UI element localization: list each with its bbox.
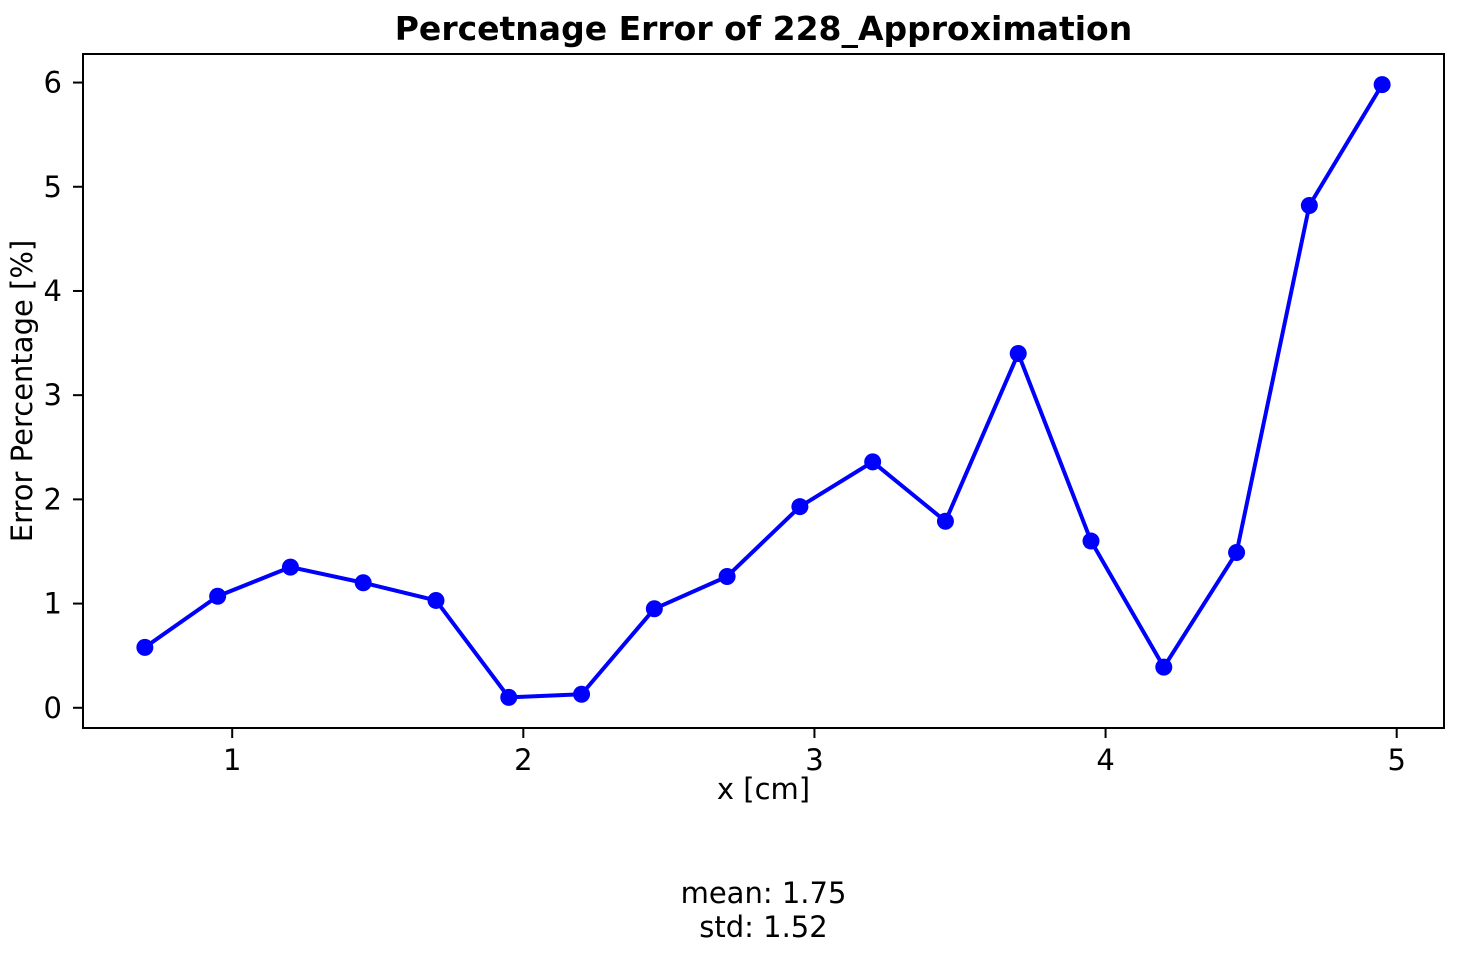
y-tick-label: 4: [44, 274, 62, 308]
data-point: [281, 558, 299, 576]
y-tick-label: 6: [44, 66, 62, 100]
stats-mean: mean: 1.75: [681, 876, 847, 910]
data-point: [791, 498, 809, 516]
data-point: [427, 591, 445, 609]
x-tick-label: 4: [1096, 743, 1114, 777]
data-point: [500, 688, 518, 706]
plot-area: 1 2 3 4 5 0 1 2 3 4 5 6: [44, 53, 1445, 777]
data-point: [136, 638, 154, 656]
x-axis-label: x [cm]: [717, 772, 810, 806]
y-axis-label: Error Percentage [%]: [5, 240, 39, 542]
y-tick-label: 1: [44, 587, 62, 621]
x-tick-label: 5: [1387, 743, 1405, 777]
chart-title: Percetnage Error of 228_Approximation: [395, 9, 1132, 48]
data-point: [354, 574, 372, 592]
stats-std: std: 1.52: [699, 910, 827, 944]
x-tick-label: 1: [223, 743, 241, 777]
data-point: [209, 587, 227, 605]
y-tick-label: 3: [44, 378, 62, 412]
x-tick-label: 2: [514, 743, 532, 777]
data-point: [1009, 344, 1027, 362]
series-line: [142, 82, 1385, 700]
y-tick-label: 5: [44, 170, 62, 204]
data-point: [864, 453, 882, 471]
y-tick-label: 0: [44, 691, 62, 725]
data-point: [645, 600, 663, 618]
data-point: [573, 685, 591, 703]
data-point: [936, 512, 954, 530]
data-point: [1082, 532, 1100, 550]
data-point: [1300, 197, 1318, 215]
data-point: [1373, 76, 1391, 94]
y-tick-label: 2: [44, 482, 62, 516]
data-point: [1228, 544, 1246, 562]
plot-border: [82, 53, 1445, 729]
data-point: [718, 567, 736, 585]
data-point: [1155, 658, 1173, 676]
x-tick-label: 3: [805, 743, 823, 777]
